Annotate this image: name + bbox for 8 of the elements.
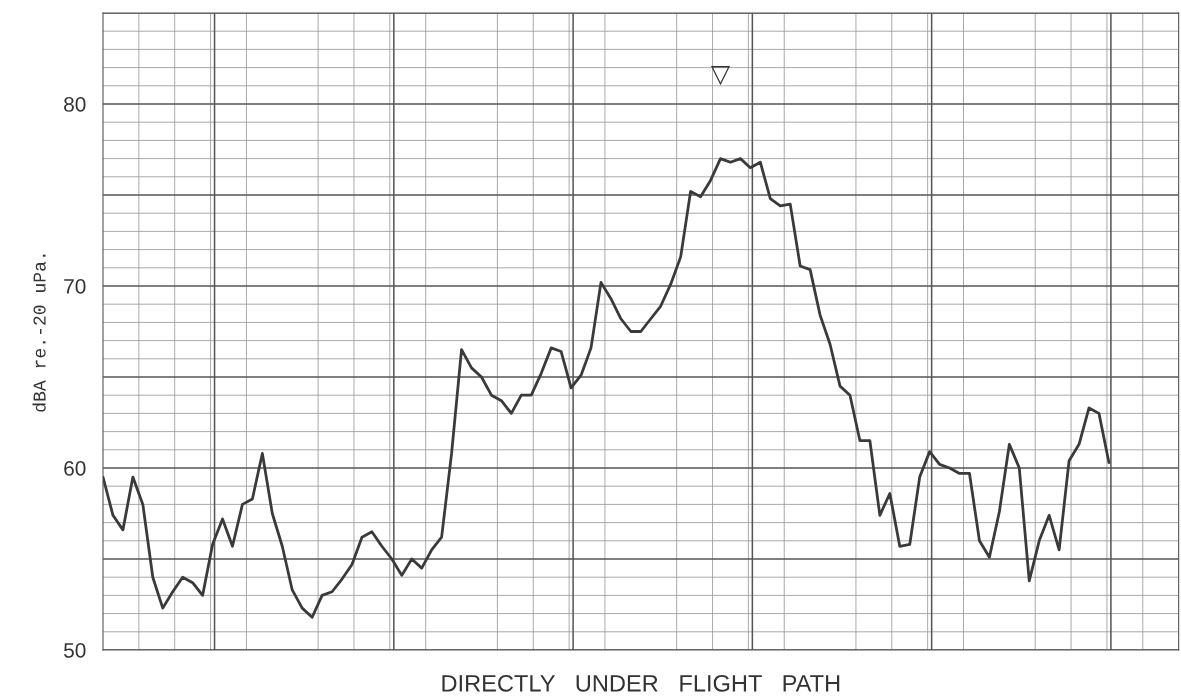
y-axis-title: dBA re.-20 uPa. [32, 254, 46, 412]
y-tick-label: 50 [64, 643, 86, 658]
y-tick-label: 80 [64, 97, 86, 112]
annotation: ▽ [710, 66, 731, 86]
line-series [103, 157, 1111, 619]
x-axis-title: DIRECTLY UNDER FLIGHT PATH [442, 674, 840, 692]
y-tick-label: 70 [64, 279, 86, 294]
y-tick-label: 60 [64, 461, 86, 476]
